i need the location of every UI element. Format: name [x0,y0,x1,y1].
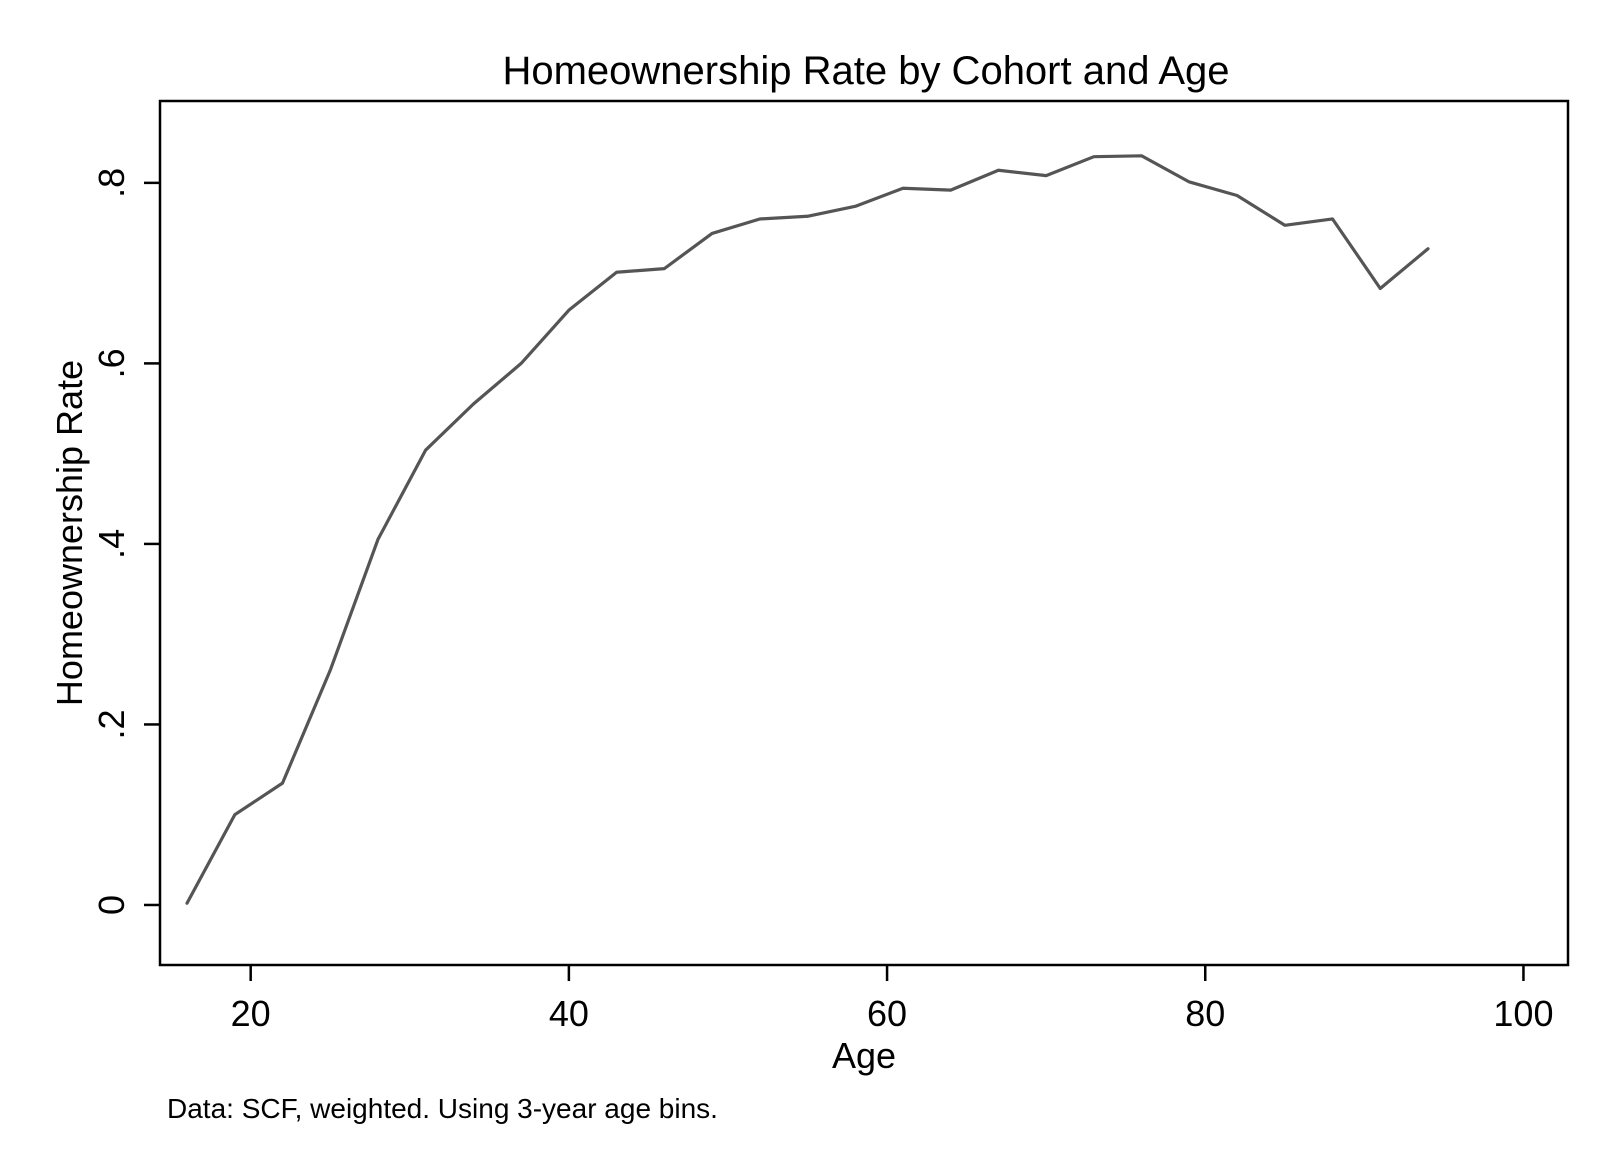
y-axis: 0 .2 .4 .6 .8 [91,168,160,915]
chart-title: Homeownership Rate by Cohort and Age [502,49,1229,93]
x-tick-label: 20 [231,993,271,1034]
series-layer [185,154,1430,905]
x-axis: 20 40 60 80 100 [231,965,1553,1034]
x-tick-label: 80 [1185,993,1225,1034]
chart-note: Data: SCF, weighted. Using 3-year age bi… [167,1093,718,1124]
y-tick-label: .4 [91,529,132,559]
y-tick-label: .8 [91,168,132,198]
y-tick-label: .2 [91,709,132,739]
series-line [185,154,1430,905]
x-tick-label: 40 [549,993,589,1034]
y-tick-label: .6 [91,348,132,378]
x-axis-label: Age [832,1035,896,1076]
x-tick-label: 60 [867,993,907,1034]
plot-frame [158,99,1570,967]
x-tick-label: 100 [1493,993,1553,1034]
y-tick-label: 0 [91,895,132,915]
y-axis-label: Homeownership Rate [49,360,90,706]
